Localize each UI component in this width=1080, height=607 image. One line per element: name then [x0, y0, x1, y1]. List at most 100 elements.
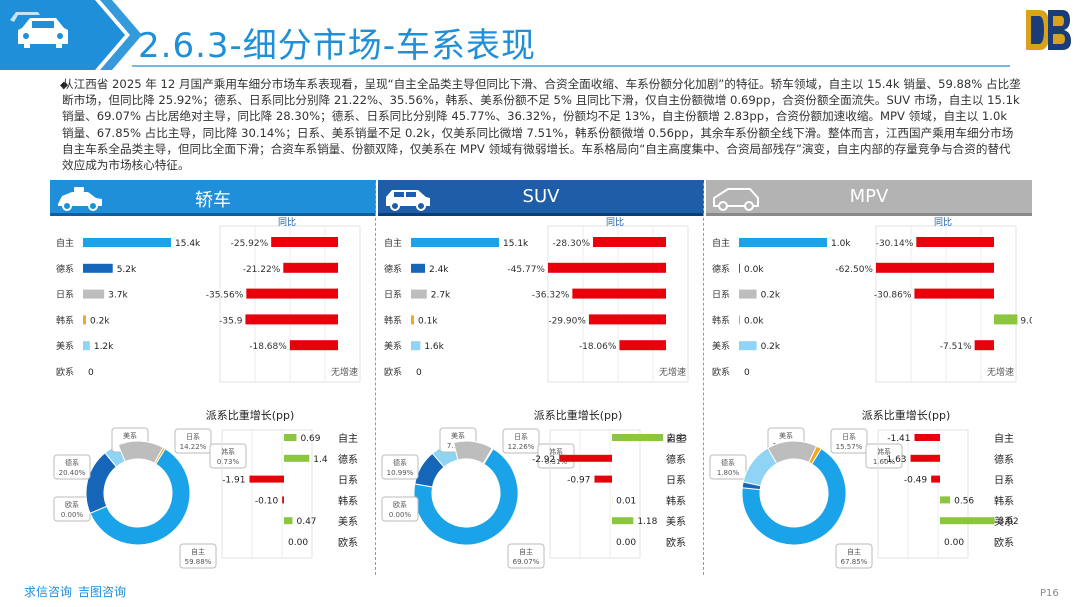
pp-plot-area	[877, 429, 969, 559]
header-bar	[0, 0, 1010, 70]
yoy-bar	[916, 237, 994, 247]
yoy-label: 9.09%	[1020, 316, 1032, 326]
label-box	[381, 454, 419, 480]
pp-value-label: -0.97	[567, 476, 590, 486]
yoy-bar	[245, 314, 338, 325]
donut-label: 自主 69.07%	[507, 543, 545, 569]
yoy-label: -25.92%	[231, 239, 269, 249]
category-label: 自主	[56, 237, 74, 249]
chart-mpv: 自主 1.0k 德系 0.0k 日系 0.2k 韩系 0.0k 美系 0.2k 欧系 0 同比 -30.1…	[709, 216, 1032, 569]
donut-slice	[741, 447, 847, 546]
donut-label: 日系 14.22%	[174, 428, 212, 454]
donut-label-value: 69.07%	[513, 558, 540, 566]
label-box	[865, 443, 903, 469]
sales-value-label: 0	[88, 368, 94, 378]
banner-label-suv: SUV	[522, 186, 560, 207]
donut-label-value: 0.73%	[217, 458, 240, 466]
footer-link-qiuxin[interactable]: 求信咨询	[24, 585, 73, 599]
pp-category-label: 韩系	[666, 494, 686, 507]
chart-sedan: 自主 15.4k 德系 5.2k 日系 3.7k 韩系 0.2k 美系 1.2k 欧系 0 同比 -25.…	[53, 216, 361, 569]
yoy-label: -35.56%	[206, 291, 244, 301]
pp-value-label: -1.41	[887, 434, 910, 444]
pp-bar	[559, 454, 612, 462]
pp-value-label: -1.91	[222, 476, 245, 486]
yoy-bar	[994, 314, 1018, 325]
category-label: 韩系	[384, 314, 402, 326]
donut-label-name: 美系	[779, 431, 793, 440]
banner-label-mpv: MPV	[849, 186, 889, 207]
banner-mpv	[706, 180, 1032, 216]
pp-category-label: 自主	[994, 432, 1014, 445]
donut-label-name: 自主	[847, 547, 861, 556]
yoy-label: -35.9	[219, 316, 243, 326]
donut-slice	[89, 447, 191, 546]
sales-value-label: 2.7k	[431, 291, 451, 301]
yoy-bar	[572, 288, 666, 299]
pp-value-label: 0.00	[944, 538, 964, 548]
pp-value-label: 0.00	[288, 538, 308, 548]
pp-bar	[931, 475, 940, 483]
donut-label: 韩系 0.73%	[209, 443, 247, 469]
donut-label-name: 日系	[514, 432, 528, 441]
label-box	[835, 543, 873, 569]
donut-label-value: 12.26%	[508, 443, 535, 451]
panel-mpv: MPV 自主 1.0k 德系 0.0k 日系 0.2k 韩系 0.0k 美系 0.2k 欧系 0 同比 -…	[706, 176, 1032, 576]
yoy-title: 同比	[606, 216, 624, 228]
donut-label-value: 14.22%	[180, 443, 207, 451]
donut-label-value: 67.85%	[841, 558, 868, 566]
donut-label-value: 0.31%	[545, 458, 568, 466]
category-label: 日系	[712, 290, 730, 301]
sales-value-label: 1.0k	[831, 239, 851, 249]
sales-bar	[83, 315, 86, 325]
donut-label-value: 1.80%	[717, 469, 740, 477]
label-box	[507, 543, 545, 569]
donut-label: 欧系 0.00%	[53, 496, 91, 522]
pp-value-label: -2.92	[532, 455, 555, 465]
category-label: 德系	[56, 263, 74, 275]
panel-suv: SUV 自主 15.1k 德系 2.4k 日系 2.7k 韩系 0.1k 美系 1.6k 欧系 0 同比…	[378, 176, 704, 576]
donut-label-name: 德系	[721, 458, 735, 467]
brand-logo-icon	[1026, 10, 1071, 50]
pp-bar	[284, 434, 297, 441]
banner-label-sedan: 轿车	[195, 190, 231, 211]
category-label: 韩系	[56, 314, 74, 326]
donut-label: 日系 12.26%	[502, 428, 540, 454]
sales-value-label: 0.0k	[744, 316, 764, 326]
pp-value-label: 0.69	[300, 434, 320, 444]
yoy-bar	[246, 288, 338, 299]
pp-bar	[940, 496, 951, 504]
category-label: 美系	[56, 340, 74, 352]
yoy-label: -18.06%	[579, 342, 617, 352]
pp-category-label: 德系	[666, 453, 686, 466]
footer-link-jitu[interactable]: 吉图咨询	[78, 585, 127, 599]
sales-value-label: 0.1k	[418, 316, 438, 326]
yoy-label: -62.50%	[835, 265, 873, 275]
pp-bar	[282, 496, 284, 504]
pp-category-label: 美系	[338, 515, 358, 528]
yoy-label: 无增速	[331, 366, 358, 378]
donut-label: 韩系 1.60%	[865, 443, 903, 469]
label-box	[709, 454, 747, 480]
pp-plot-area	[221, 429, 313, 559]
pp-value-label: 3.02	[999, 517, 1019, 527]
donut-label-value: 0.00%	[389, 511, 412, 519]
label-box	[174, 428, 212, 454]
donut-label-value: 59.88%	[185, 558, 212, 566]
donut-label: 日系 15.57%	[830, 428, 868, 454]
donut-slice	[808, 445, 822, 465]
sales-bar	[83, 289, 105, 299]
category-label: 美系	[712, 340, 730, 352]
label-box	[209, 443, 247, 469]
donut-label: 德系 10.99%	[381, 454, 419, 480]
donut-label-name: 美系	[451, 431, 465, 440]
category-label: 美系	[384, 340, 402, 352]
yoy-label: 无增速	[659, 366, 686, 378]
donut-label-name: 日系	[186, 432, 200, 441]
pp-category-label: 韩系	[338, 494, 358, 507]
donut-label-name: 欧系	[393, 500, 407, 509]
sales-value-label: 0.2k	[90, 316, 110, 326]
category-label: 日系	[56, 290, 74, 301]
pp-title: 派系比重增长(pp)	[534, 408, 623, 422]
donut-label-value: 15.57%	[836, 443, 863, 451]
sales-value-label: 0	[416, 368, 422, 378]
